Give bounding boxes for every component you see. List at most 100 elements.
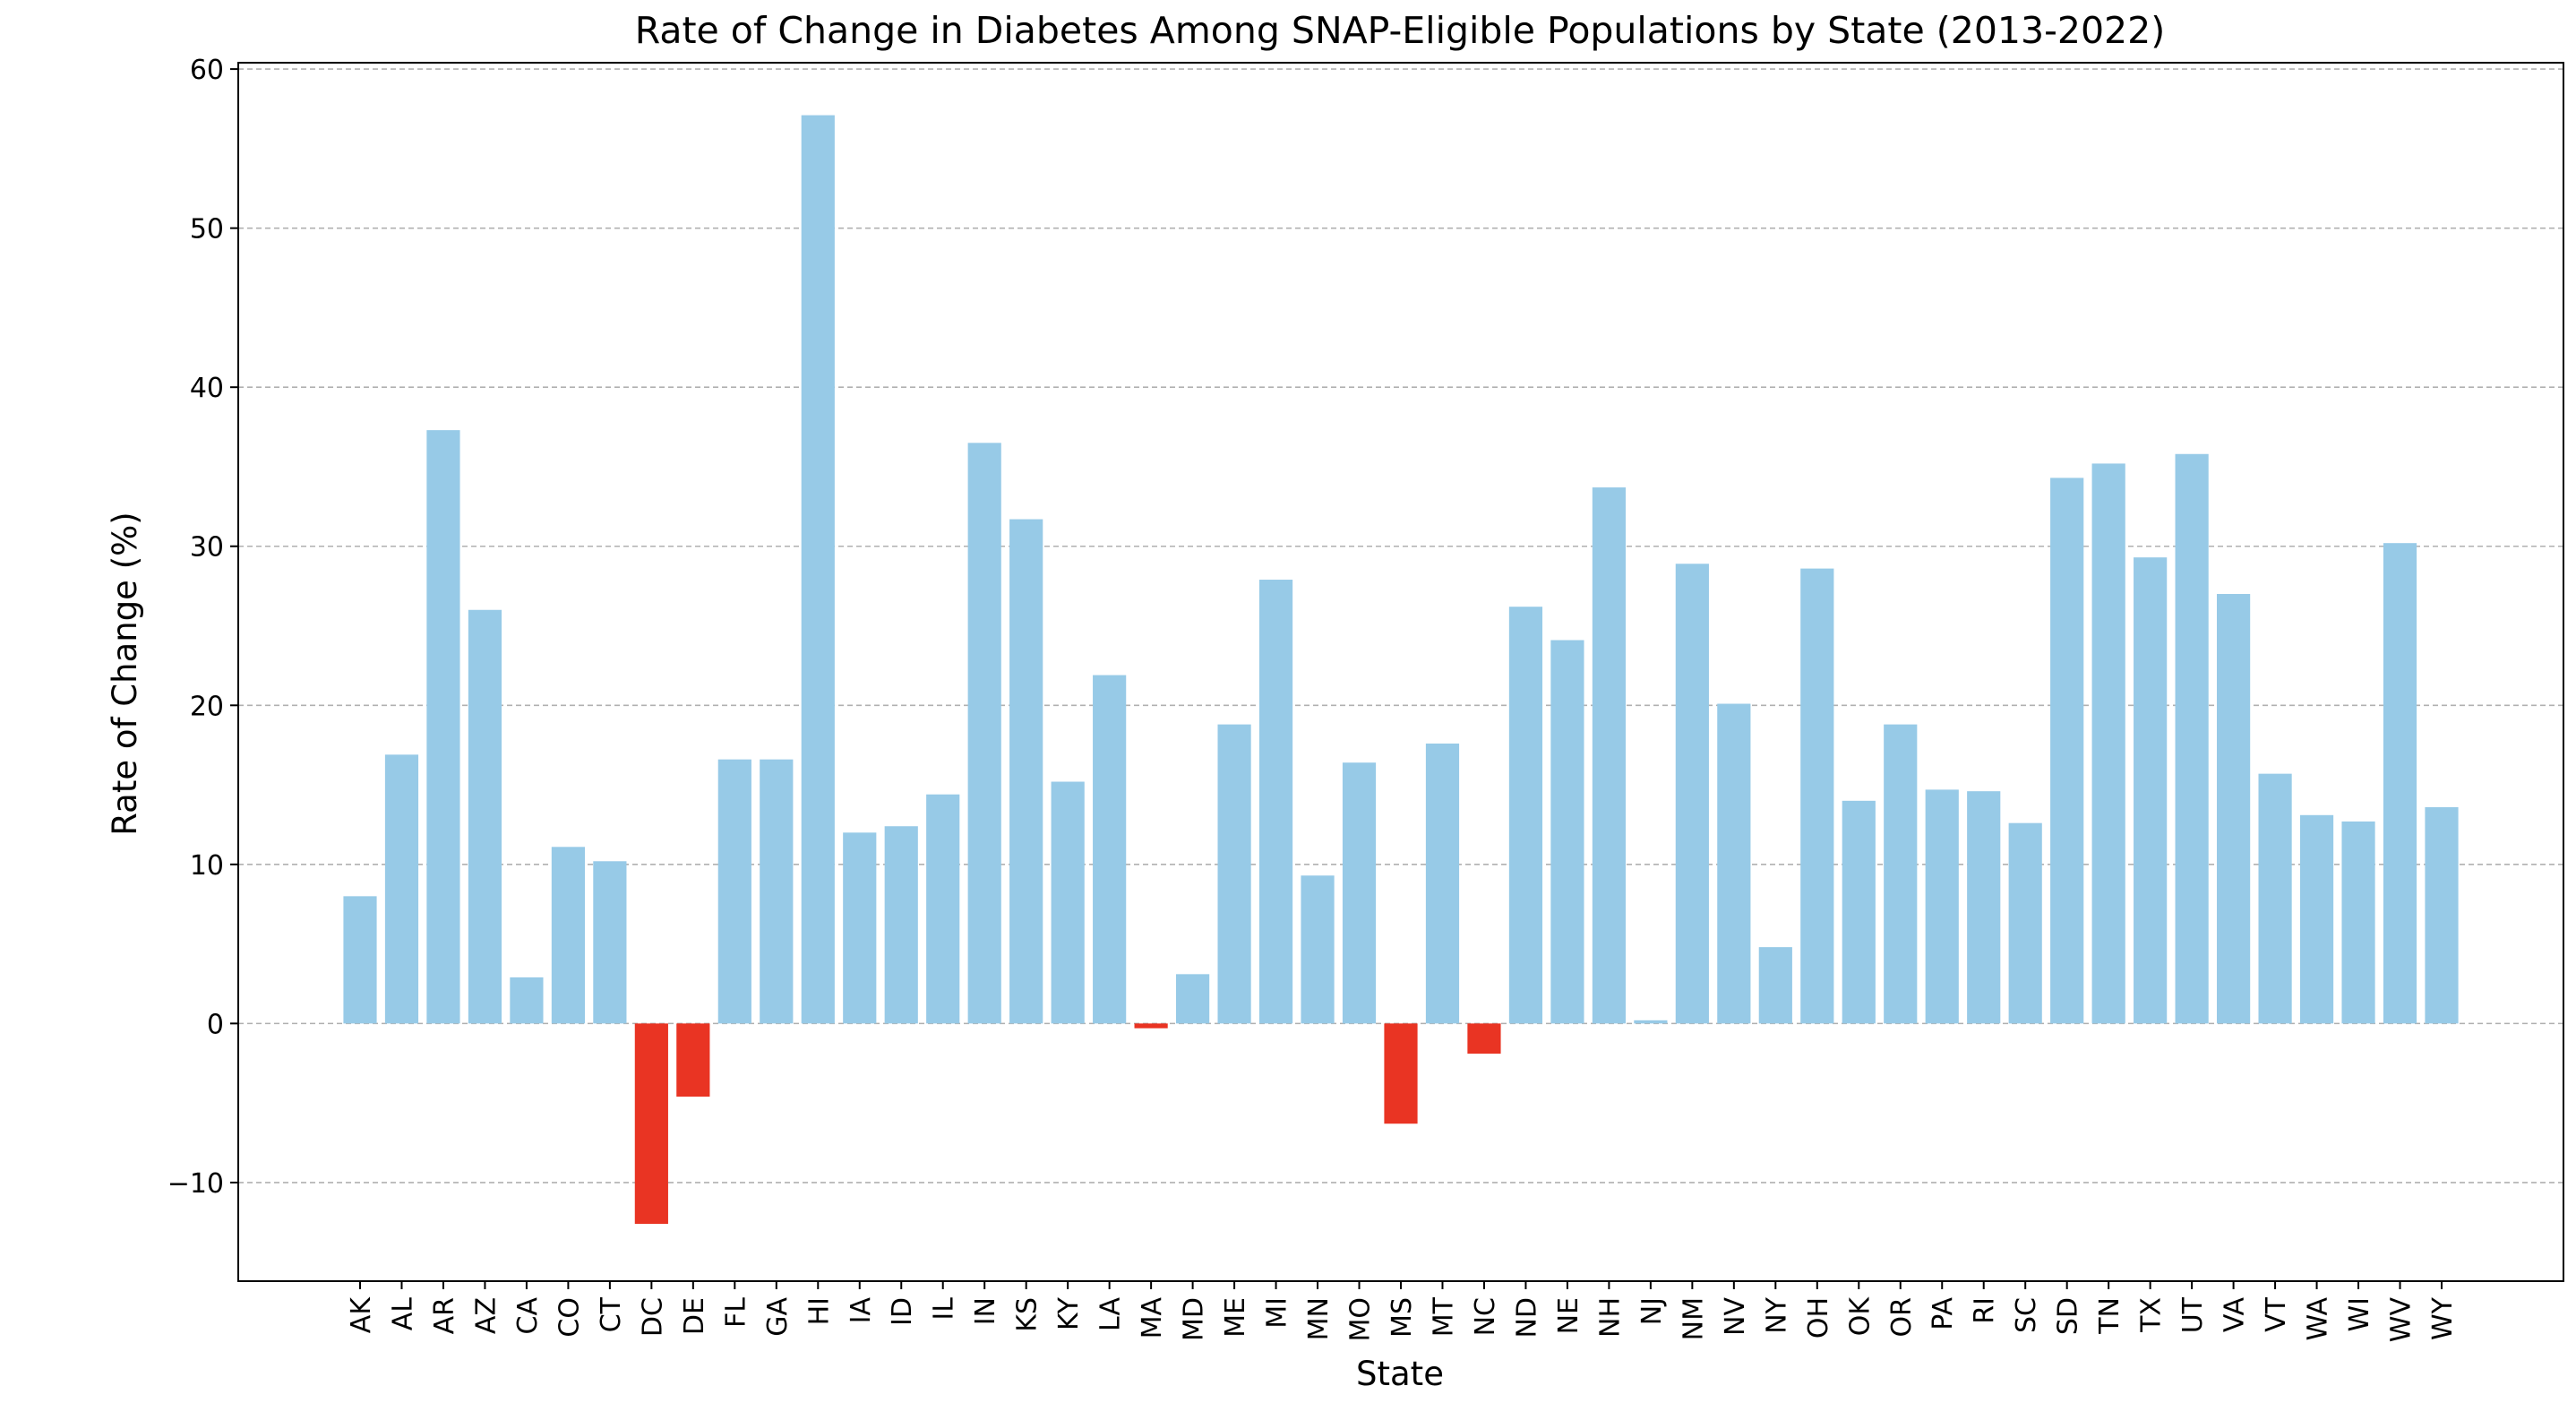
bar-ms [1384,1023,1418,1124]
bar-va [2217,594,2251,1024]
x-tick-label-ok: OK [1844,1296,1876,1337]
x-tick-label-ca: CA [512,1297,544,1335]
y-tick-label: 40 [190,373,224,404]
bar-in [967,443,1001,1024]
x-tick-label-nv: NV [1720,1297,1751,1336]
x-tick-label-nd: ND [1511,1297,1542,1338]
x-tick-label-al: AL [387,1297,418,1331]
y-tick-label: 60 [190,55,224,86]
bar-ca [510,977,544,1024]
x-tick-label-tn: TN [2094,1297,2125,1335]
bar-ny [1758,947,1792,1024]
bar-al [384,754,419,1024]
x-axis-label: State [1356,1355,1444,1393]
x-tick-label-ia: IA [846,1297,877,1324]
bar-wi [2341,821,2375,1024]
plot-frame [237,62,2564,1282]
bar-wa [2299,814,2334,1024]
bar-mo [1342,762,1377,1024]
x-tick-label-ny: NY [1761,1296,1792,1333]
bar-sc [2008,822,2042,1024]
bar-md [1176,974,1210,1024]
bars [343,115,2459,1225]
x-tick-label-me: ME [1220,1297,1251,1338]
x-tick-label-de: DE [679,1297,710,1335]
bar-la [1093,675,1127,1024]
bar-or [1884,724,1918,1024]
bar-mn [1301,875,1335,1024]
bar-de [676,1023,710,1097]
bar-nh [1592,487,1626,1024]
x-tick-label-or: OR [1886,1297,1918,1337]
x-tick-label-wv: WV [2386,1297,2417,1343]
bar-tx [2134,557,2168,1024]
bar-ma [1134,1023,1168,1029]
bar-nd [1508,607,1543,1024]
x-tick-label-pa: PA [1928,1297,1959,1330]
x-tick-label-ky: KY [1053,1296,1085,1330]
bar-ky [1051,781,1085,1024]
bar-co [551,847,585,1024]
bar-il [926,794,960,1024]
bar-wy [2425,806,2459,1024]
bar-mi [1258,580,1293,1024]
bar-dc [634,1023,668,1225]
bar-az [468,609,502,1024]
y-tick-label: −10 [167,1168,224,1200]
x-tick-label-sc: SC [2011,1297,2042,1333]
bar-nj [1634,1020,1668,1024]
bar-mt [1425,743,1460,1024]
bar-ia [843,832,877,1024]
x-tick-label-mo: MO [1345,1297,1377,1342]
bar-id [884,826,918,1024]
x-tick-label-la: LA [1095,1297,1127,1331]
gridlines [238,68,2563,1184]
x-tick-label-wy: WY [2427,1296,2459,1340]
x-tick-label-co: CO [554,1297,585,1338]
x-tick-label-ak: AK [346,1296,377,1334]
bar-sd [2050,478,2084,1024]
x-tick-label-nc: NC [1470,1297,1501,1336]
x-tick-label-dc: DC [637,1297,668,1337]
x-tick-label-nj: NJ [1636,1297,1668,1325]
x-tick-label-ri: RI [1970,1297,2001,1324]
x-tick-label-mi: MI [1262,1297,1293,1329]
x-tick-label-ne: NE [1553,1297,1584,1334]
bar-me [1217,724,1251,1024]
x-tick-label-in: IN [970,1297,1001,1325]
chart-title: Rate of Change in Diabetes Among SNAP-El… [635,9,2165,52]
bar-nm [1675,564,1709,1024]
x-tick-label-az: AZ [470,1297,502,1334]
bar-hi [801,115,835,1024]
bar-oh [1800,568,1834,1024]
bar-pa [1925,789,1959,1024]
bar-fl [717,759,751,1024]
x-tick-label-wa: WA [2303,1297,2334,1341]
bar-ri [1967,791,2001,1024]
bar-nc [1467,1023,1501,1054]
bar-wv [2383,543,2417,1024]
y-tick-label: 0 [207,1009,224,1040]
x-tick-label-oh: OH [1803,1297,1834,1338]
x-tick-label-nm: NM [1678,1297,1709,1340]
y-axis-label: Rate of Change (%) [106,512,144,835]
x-tick-label-md: MD [1179,1297,1210,1341]
x-tick-label-ks: KS [1012,1297,1043,1332]
bar-tn [2091,463,2125,1024]
x-tick-label-va: VA [2220,1297,2251,1333]
x-tick-label-ar: AR [429,1297,460,1334]
bar-ak [343,896,377,1024]
x-tick-label-mn: MN [1303,1297,1335,1340]
x-tick-label-mt: MT [1428,1296,1459,1337]
bar-ks [1009,519,1043,1024]
x-tick-label-ct: CT [596,1296,627,1332]
bar-ga [760,759,794,1024]
x-tick-label-tx: TX [2136,1297,2168,1333]
bar-ok [1842,800,1876,1024]
x-tick-label-id: ID [887,1297,918,1326]
x-tick-label-nh: NH [1594,1297,1626,1338]
bar-vt [2258,773,2292,1024]
bar-ne [1550,640,1584,1024]
x-ticks: AK AL AR AZ CA CO CT DC DE FL GA HI IA ID IL IN KS KY LA MA… [346,1281,2459,1342]
